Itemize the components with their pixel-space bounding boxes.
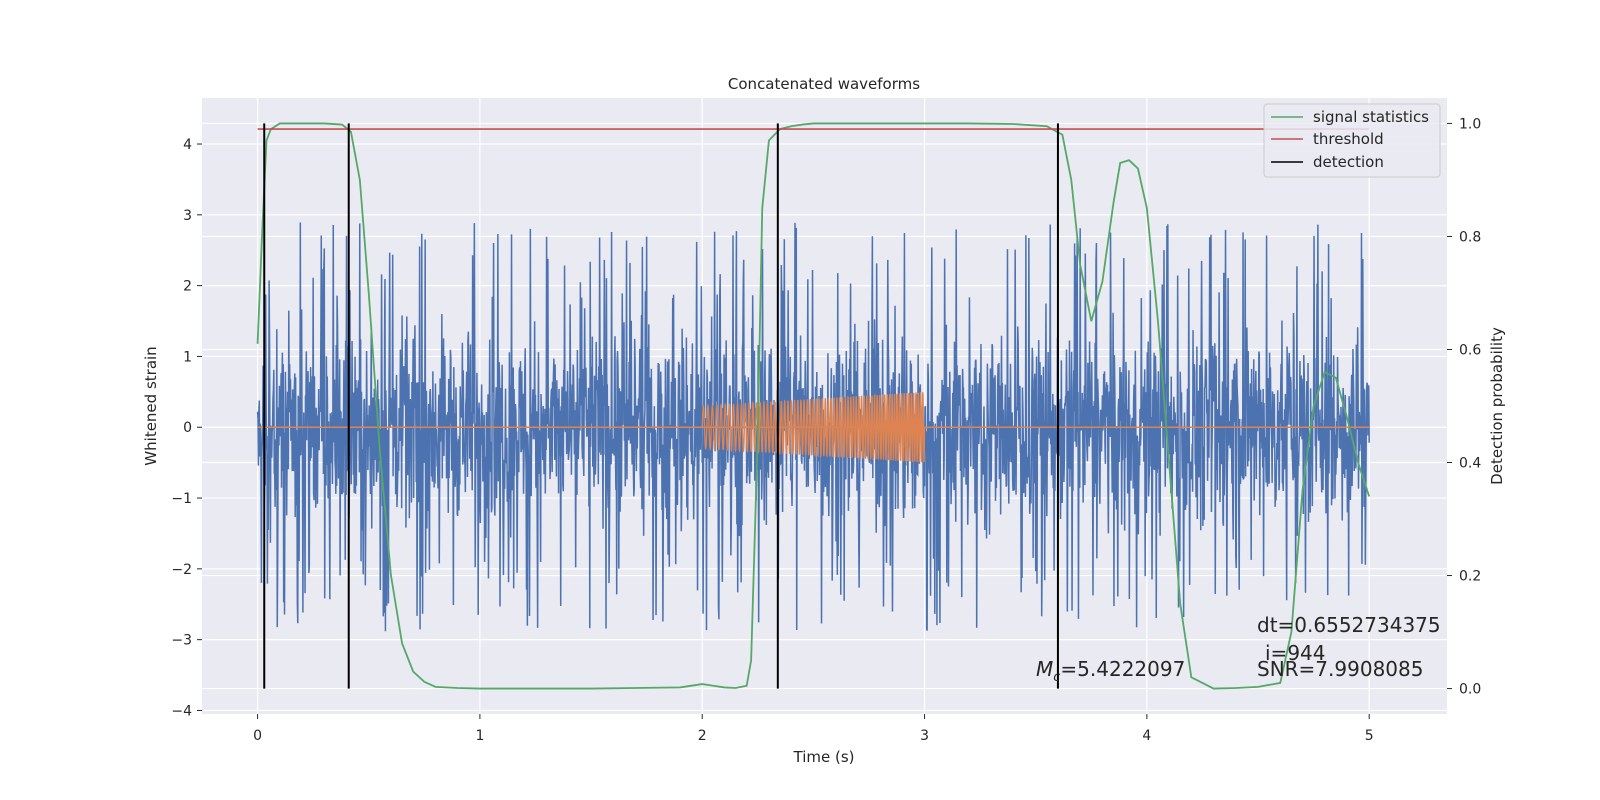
x-tick-label: 2 [698,728,707,744]
annotation-i: i=944 [1265,641,1326,665]
legend-box [1263,103,1441,178]
series-layer [256,122,1371,690]
x-tick-label: 0 [253,728,262,744]
y2-tick-label: 1.0 [1459,116,1481,132]
y2-axis-label: Detection probability [1488,327,1506,485]
chirp-mass-symbol: M [1036,657,1053,681]
y-tick-label: 0 [183,420,192,436]
y-tick-label: 2 [183,279,192,295]
chirp-mass-subscript: c [1053,670,1060,685]
chart-title: Concatenated waveforms [728,75,920,93]
y2-tick-label: 0.8 [1459,229,1481,245]
annotation-dt: dt=0.6552734375 [1257,613,1441,637]
y-tick-label: 4 [183,137,192,153]
x-tick-label: 1 [475,728,484,744]
annotation-snr: SNR=7.9908085 [1257,657,1423,681]
y2-tick-label: 0.4 [1459,456,1481,472]
annotations: dt=0.6552734375 i=944 SNR=7.9908085 Mc=5… [1036,613,1441,685]
y-tick-label: 3 [183,208,192,224]
y2-tick-label: 0.6 [1459,342,1481,358]
axes: 0 1 2 3 4 5 −4 −3 −2 −1 0 1 2 3 4 0.0 0.2 0.4 0.6 0.8 1.0 [171,116,1481,744]
legend-label-signal-statistics: signal statistics [1313,108,1429,126]
x-tick-label: 3 [920,728,929,744]
y2-tick-label: 0.0 [1459,682,1481,698]
legend-label-threshold: threshold [1313,130,1384,148]
annotation-chirp-mass: Mc=5.4222097 [1036,657,1185,685]
y-tick-label: −2 [171,562,192,578]
y-axis-label: Whitened strain [142,346,160,465]
x-axis-label: Time (s) [793,748,855,766]
y-tick-label: −3 [171,633,192,649]
x-tick-label: 4 [1142,728,1151,744]
y-tick-label: 1 [183,349,192,365]
legend: signal statistics threshold detection [1263,103,1441,178]
chirp-mass-value: =5.4222097 [1060,657,1185,681]
injection-chirp [701,392,926,463]
y2-tick-label: 0.2 [1459,569,1481,585]
signal-statistics-line [256,122,1371,690]
legend-label-detection: detection [1313,153,1384,171]
y-tick-label: −4 [171,703,192,719]
y-tick-label: −1 [171,491,192,507]
x-tick-label: 5 [1365,728,1374,744]
